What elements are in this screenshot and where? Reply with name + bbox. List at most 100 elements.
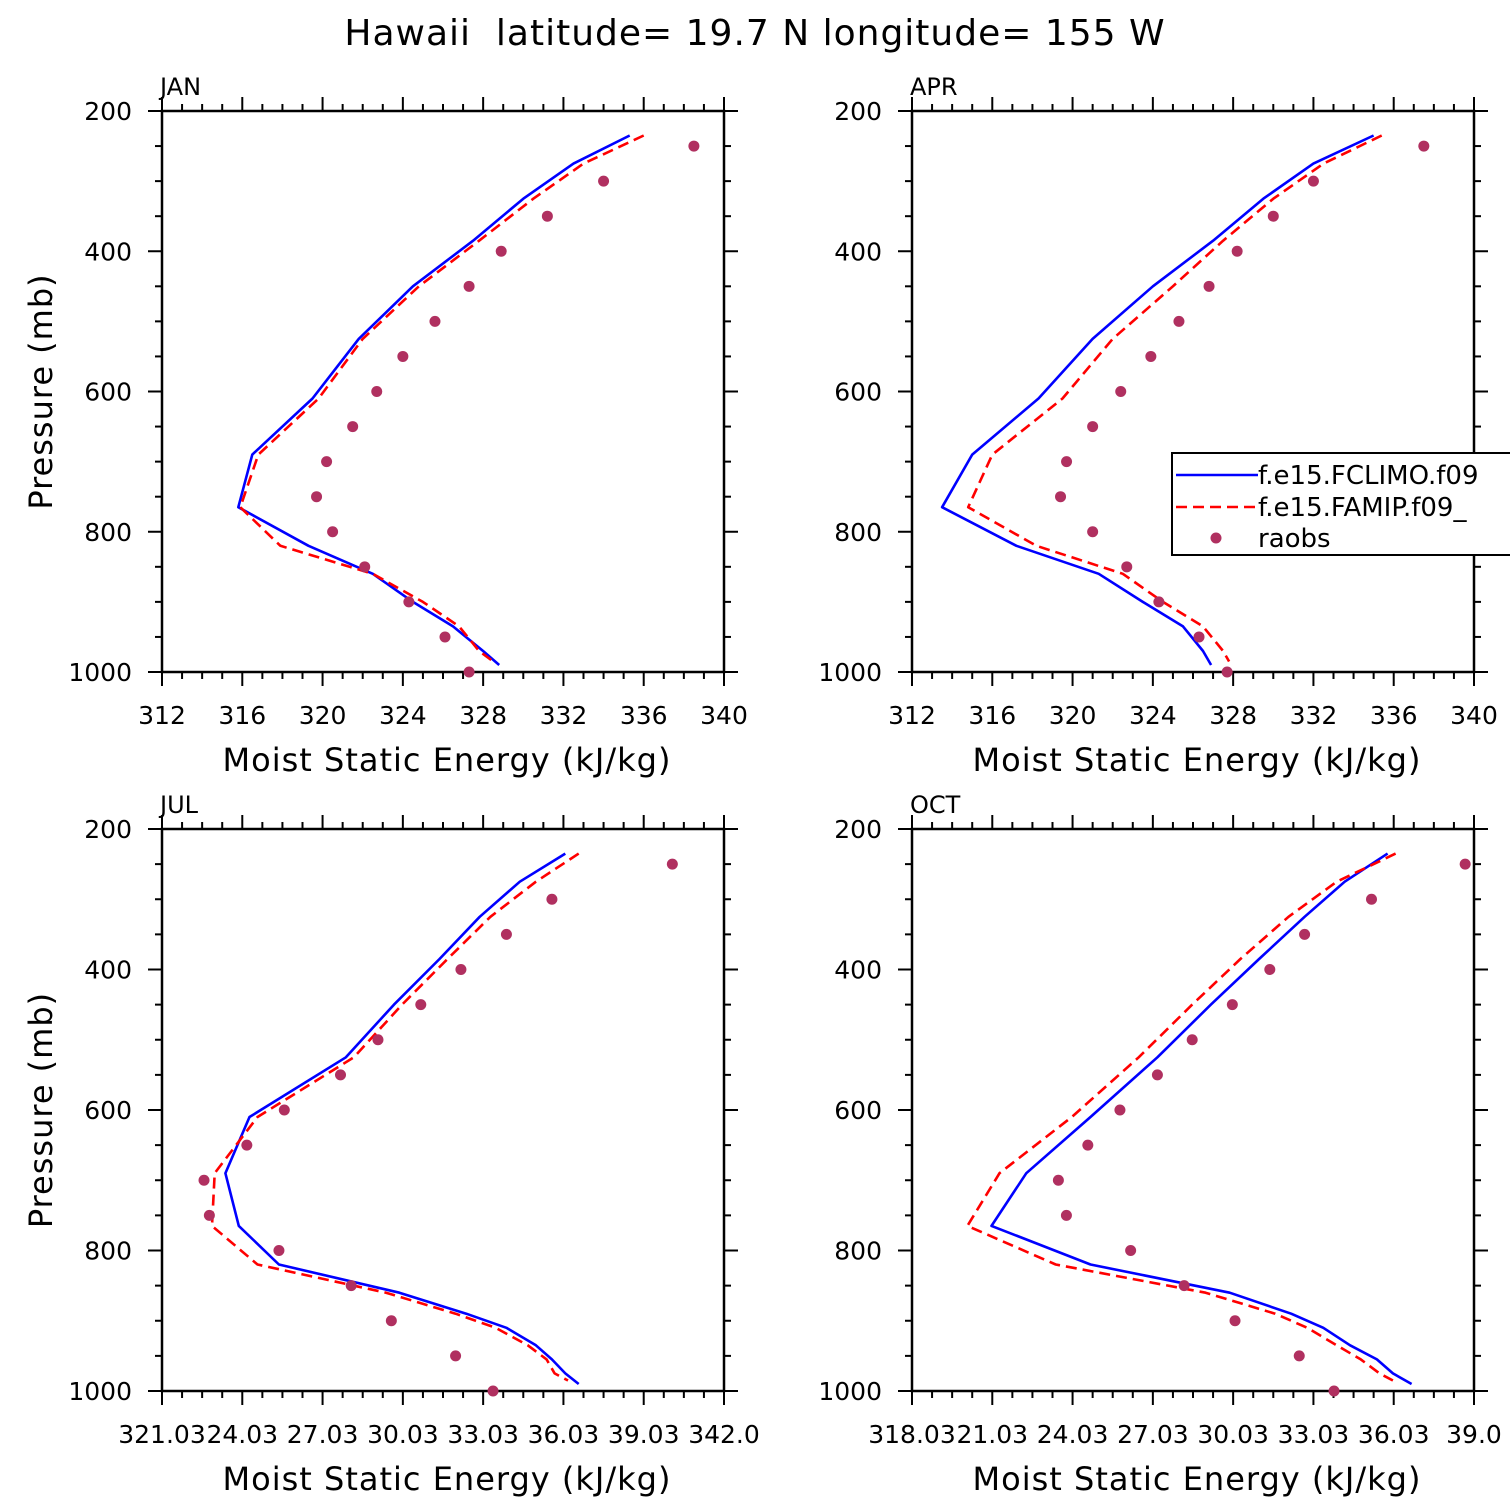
raobs-point: [327, 526, 339, 538]
raobs-point: [1231, 245, 1243, 257]
x-tick-label: 39.03: [608, 1420, 680, 1449]
x-tick-label: 27.03: [1117, 1420, 1189, 1449]
y-tick-label: 600: [84, 1096, 132, 1125]
x-axis-label: Moist Static Energy (kJ/kg): [223, 741, 672, 779]
x-tick-label: 328: [459, 701, 507, 730]
x-tick-label: 24.03: [206, 1420, 278, 1449]
raobs-point: [347, 421, 359, 433]
x-axis-label: Moist Static Energy (kJ/kg): [973, 1460, 1422, 1498]
raobs-point: [1221, 666, 1233, 678]
series-raobs: [1052, 858, 1471, 1397]
raobs-point: [241, 1139, 253, 1151]
series-line-fclimo: [224, 852, 580, 1386]
x-tick-label: 33.03: [447, 1420, 519, 1449]
y-tick-label: 1000: [68, 1377, 132, 1406]
x-tick-label: 336: [620, 701, 668, 730]
raobs-point: [450, 1350, 462, 1362]
raobs-point: [385, 1315, 397, 1327]
raobs-point: [1229, 1315, 1241, 1327]
raobs-point: [359, 561, 371, 573]
raobs-point: [1125, 1245, 1137, 1256]
raobs-point: [1173, 315, 1185, 327]
x-tick-label: 21.03: [956, 1420, 1028, 1449]
legend-entry: raobs: [1258, 524, 1331, 554]
y-tick-label: 200: [84, 815, 132, 844]
raobs-point: [1151, 1069, 1163, 1081]
panel-label: JUL: [158, 791, 199, 819]
y-tick-label: 1000: [818, 658, 882, 687]
raobs-point: [278, 1104, 290, 1116]
raobs-point: [321, 456, 333, 468]
raobs-point: [541, 210, 553, 222]
y-tick-label: 200: [834, 815, 882, 844]
raobs-point: [335, 1069, 347, 1081]
y-tick-label: 400: [834, 237, 882, 266]
series-line-famip: [210, 852, 580, 1382]
legend-swatch-raobs: [1210, 532, 1222, 544]
y-tick-label: 200: [834, 97, 882, 126]
raobs-point: [1299, 928, 1311, 940]
panel-oct: OCT 318.03 21.03 24.03 27.03 30.03 33.03 36.03 3…: [818, 791, 1501, 1498]
raobs-point: [198, 1174, 210, 1186]
panel-label: OCT: [910, 791, 961, 819]
x-tick-label: 316: [968, 701, 1016, 730]
x-tick-label: 36.03: [1358, 1420, 1430, 1449]
raobs-point: [500, 928, 512, 940]
x-tick-label: 30.03: [1197, 1420, 1269, 1449]
y-axis-label: Pressure (mb): [22, 992, 60, 1228]
raobs-point: [463, 280, 475, 292]
y-tick-label: 1000: [818, 1377, 882, 1406]
raobs-point: [1193, 631, 1205, 643]
x-tick-label: 324: [379, 701, 427, 730]
raobs-point: [1203, 280, 1215, 292]
raobs-point: [371, 386, 383, 397]
raobs-point: [1055, 491, 1067, 503]
raobs-point: [439, 631, 451, 643]
raobs-point: [1226, 999, 1238, 1011]
y-axis-label: Pressure (mb): [22, 273, 60, 509]
y-tick-label: 400: [84, 956, 132, 985]
panel-jul: JUL 321.03 24.03 27.03 30.03 33.03 36.03 39.03 3…: [22, 791, 760, 1498]
x-tick-label: 312: [888, 701, 936, 730]
x-axis-label: Moist Static Energy (kJ/kg): [973, 741, 1422, 779]
legend-box: [1171, 452, 1510, 556]
x-tick-label: 24.03: [1037, 1420, 1109, 1449]
panels: JAN 312 316 320 324 328 332 336 340 200 400 600 800 1…: [22, 73, 1502, 1498]
raobs-point: [1061, 456, 1073, 468]
raobs-point: [688, 140, 700, 152]
raobs-point: [345, 1280, 357, 1292]
raobs-point: [1121, 561, 1133, 573]
x-tick-label: 340: [700, 701, 748, 730]
raobs-point: [546, 893, 558, 905]
x-tick-label: 336: [1370, 701, 1418, 730]
series-raobs: [1055, 140, 1430, 678]
series-line-fclimo: [940, 134, 1375, 666]
y-tick-label: 400: [834, 956, 882, 985]
x-tick-label: 342.0: [688, 1420, 760, 1449]
series-line-famip: [239, 134, 645, 663]
x-tick-label: 27.03: [287, 1420, 359, 1449]
raobs-point: [1052, 1174, 1064, 1186]
series-line-fclimo: [990, 852, 1413, 1386]
y-tick-label: 600: [84, 378, 132, 407]
raobs-point: [1087, 526, 1099, 538]
raobs-point: [1115, 386, 1127, 397]
raobs-point: [1060, 1209, 1072, 1221]
panel-label: JAN: [158, 73, 201, 101]
raobs-point: [1418, 140, 1430, 152]
raobs-point: [463, 666, 475, 678]
x-tick-label: 320: [299, 701, 347, 730]
x-tick-label: 39.0: [1446, 1420, 1502, 1449]
raobs-point: [203, 1209, 215, 1221]
raobs-point: [1178, 1280, 1190, 1292]
raobs-point: [311, 491, 323, 503]
legend-entry: f.e15.FAMIP.f09_: [1258, 493, 1467, 523]
raobs-point: [666, 858, 678, 870]
raobs-point: [455, 964, 467, 975]
panel-jan: JAN 312 316 320 324 328 332 336 340 200 400 600 800 1…: [22, 73, 748, 779]
raobs-point: [397, 350, 409, 362]
raobs-point: [1459, 858, 1471, 870]
y-tick-label: 600: [834, 1096, 882, 1125]
raobs-point: [1366, 893, 1378, 905]
